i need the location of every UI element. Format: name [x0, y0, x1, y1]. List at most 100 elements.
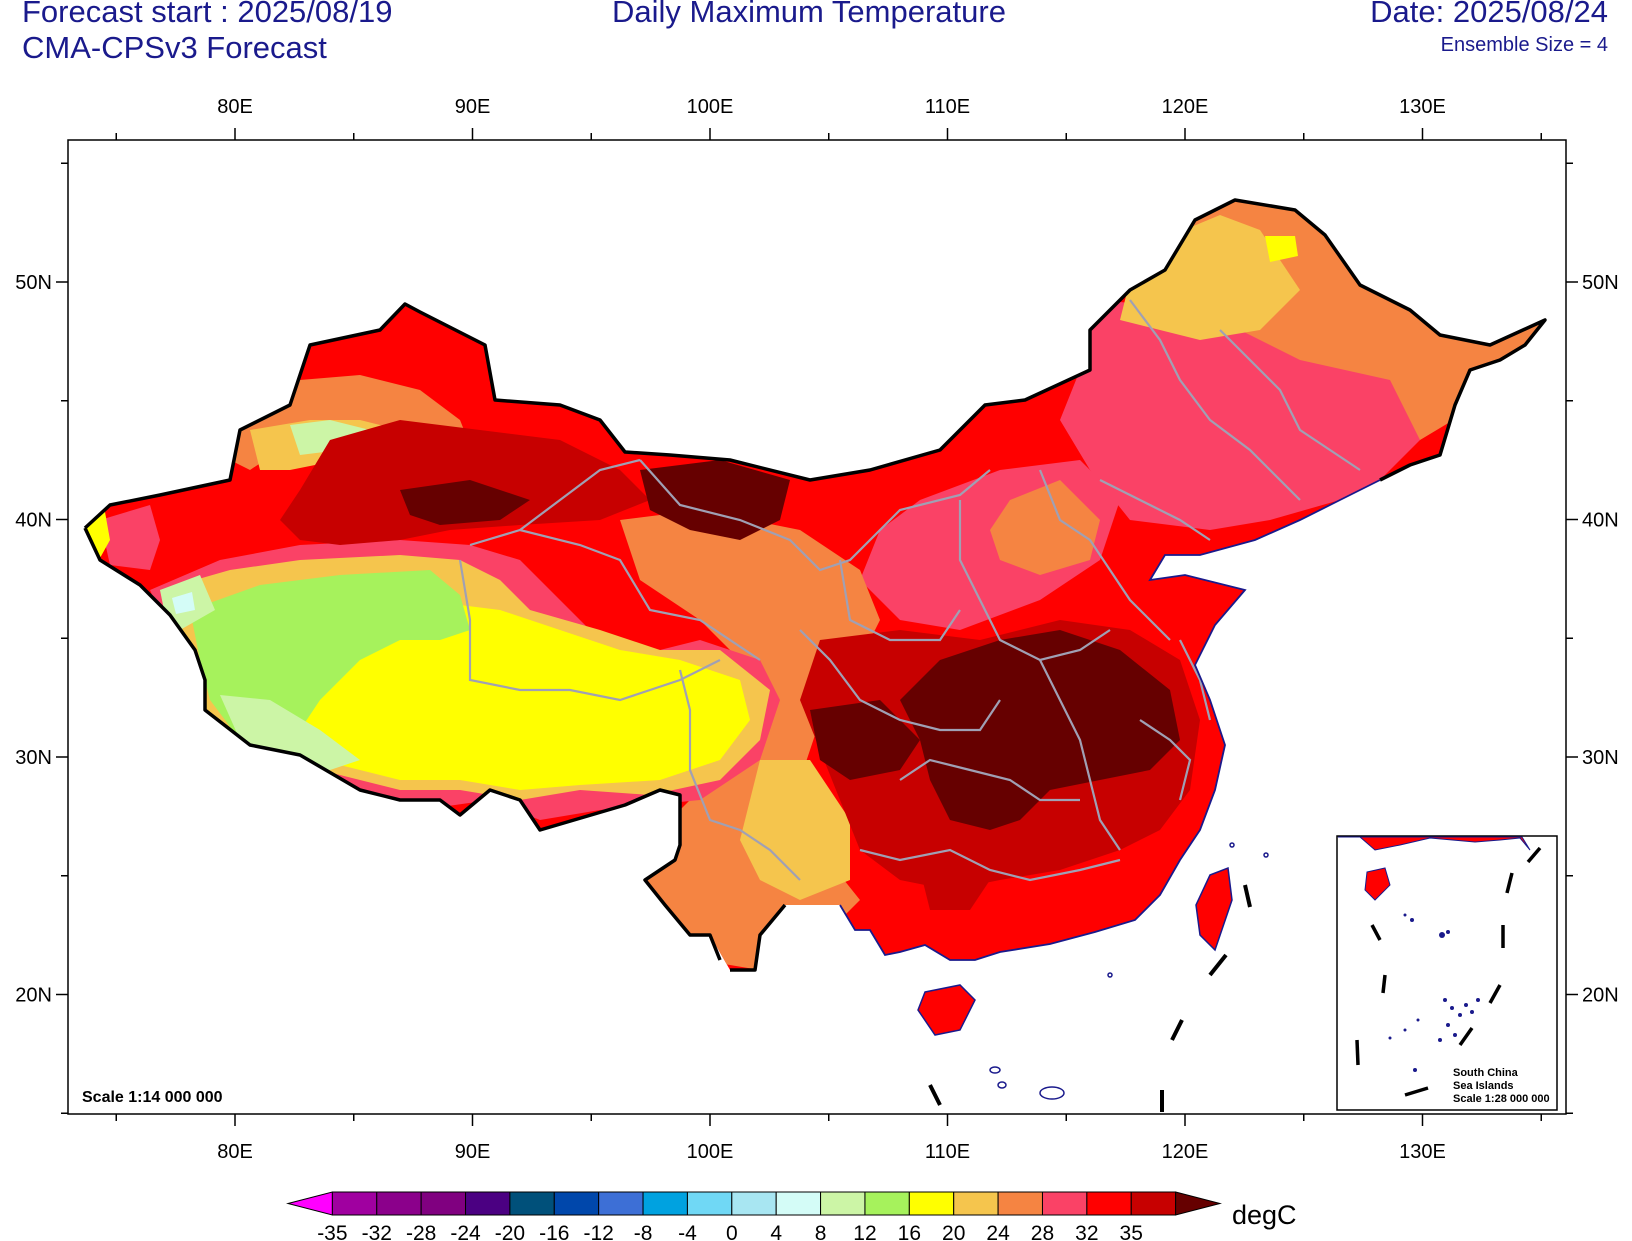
colorbar-tick-label: 28 — [1031, 1222, 1054, 1241]
colorbar-swatch — [465, 1191, 511, 1216]
colorbar-swatch — [509, 1191, 555, 1216]
colorbar-tick-label: 12 — [853, 1222, 876, 1241]
coastline — [839, 479, 1381, 961]
lon-label-top: 110E — [925, 96, 970, 118]
axis-labels: 80E 80E 90E 90E 100E 100E 110E 110E 120E 120E 130E… — [15, 96, 1618, 1163]
field-8-12-south-rim — [220, 695, 360, 770]
colorbar-tick-label: 32 — [1075, 1222, 1098, 1241]
boundary-sichuan-shaanxi — [799, 629, 1001, 732]
colorbar-tick-label: -4 — [678, 1222, 697, 1241]
colorbar-swatch — [1130, 1191, 1177, 1216]
inset-label-line3: Scale 1:28 000 000 — [1453, 1093, 1550, 1105]
small-islands — [989, 842, 1269, 1100]
taiwan-island — [1195, 866, 1233, 952]
lat-label-left: 50N — [15, 272, 52, 294]
colorbar-tick-label: 8 — [815, 1222, 827, 1241]
lat-label-right: 30N — [1582, 747, 1619, 769]
boundary-hubei-jiangxi — [1039, 659, 1121, 851]
chart-title: Daily Maximum Temperature — [612, 0, 1006, 29]
colorbar-swatch — [642, 1191, 688, 1216]
colorbar-tick-label: -16 — [539, 1222, 569, 1241]
lon-label-bottom: 120E — [1162, 1141, 1209, 1163]
national-border — [83, 198, 1547, 972]
colorbar-swatch — [598, 1191, 644, 1216]
boundary-liaoning — [1099, 479, 1211, 541]
colorbar-swatch — [553, 1191, 600, 1216]
colorbar-swatch — [775, 1191, 822, 1216]
lon-label-top: 130E — [1399, 96, 1446, 118]
colorbar-tick-label: -8 — [634, 1222, 653, 1241]
colorbar-tick-label: 24 — [986, 1222, 1010, 1241]
field-28-32-kashgar — [100, 505, 160, 570]
colorbar-swatch — [376, 1191, 422, 1216]
colorbar-swatch — [286, 1191, 333, 1216]
colorbar-tick-label: 20 — [942, 1222, 965, 1241]
lon-label-top: 80E — [217, 96, 253, 118]
colorbar-tick-label: -32 — [362, 1222, 392, 1241]
colorbar-swatch — [420, 1191, 467, 1216]
inset-map: South China Sea Islands Scale 1:28 000 0… — [1336, 835, 1558, 1111]
colorbar-tick-label: 0 — [726, 1222, 738, 1241]
colorbar-tick-label: -20 — [495, 1222, 525, 1241]
colorbar-swatch — [997, 1191, 1043, 1216]
colorbar-swatch — [908, 1191, 955, 1216]
date-label: Date: 2025/08/24 — [1370, 0, 1608, 29]
field-4-8-pamir — [172, 592, 195, 614]
lon-label-top: 120E — [1162, 96, 1209, 118]
lon-label-bottom: 80E — [217, 1141, 253, 1163]
field-28-32-northeast — [1060, 300, 1420, 530]
lat-label-right: 20N — [1582, 985, 1619, 1007]
colorbar-swatch — [864, 1191, 910, 1216]
colorbar-swatch — [331, 1191, 378, 1216]
maritime-dash-line — [928, 884, 1252, 1112]
boundary-inner-mongolia — [639, 459, 991, 572]
ensemble-label: Ensemble Size = 4 — [1440, 34, 1608, 56]
province-boundaries — [458, 299, 1361, 882]
colorbar-tick-label: -12 — [583, 1222, 613, 1241]
colorbar-swatch — [686, 1191, 733, 1216]
colorbar-tick-label: 35 — [1120, 1222, 1143, 1241]
boundary-hebei-shandong — [1038, 469, 1171, 641]
boundary-guangxi-guangdong — [859, 848, 1121, 882]
colorbar-swatch — [953, 1191, 999, 1216]
inset-label-line2: Sea Islands — [1453, 1080, 1514, 1092]
boundary-sichuan-tibet — [678, 669, 801, 881]
lon-label-bottom: 110E — [925, 1141, 970, 1163]
lat-label-left: 20N — [15, 985, 52, 1007]
lat-label-left: 40N — [15, 510, 52, 532]
field-max-gobi — [640, 460, 790, 540]
hainan-island — [917, 984, 976, 1036]
boundary-shaanxi — [838, 559, 961, 642]
axis-ticks — [56, 128, 1578, 1126]
colorbar-tick-label: -24 — [450, 1222, 481, 1241]
colorbar-swatch — [820, 1191, 866, 1216]
lon-label-bottom: 130E — [1399, 1141, 1446, 1163]
lon-label-top: 90E — [455, 96, 491, 118]
colorbar-swatch — [731, 1191, 777, 1216]
model-label: CMA-CPSv3 Forecast — [22, 30, 327, 65]
field-35-guangxi — [920, 860, 990, 910]
field-max-sichuan — [810, 700, 920, 780]
colorbar-unit: degC — [1232, 1200, 1297, 1230]
colorbar: -35 -32 -28 -24 -20 -16 -12 -8 -4 0 4 8 12 16 20 24 28 32… — [286, 1191, 1222, 1241]
colorbar-swatch — [1086, 1191, 1132, 1216]
colorbar-tick-label: -28 — [406, 1222, 436, 1241]
field-24-28-shanxi — [990, 480, 1100, 575]
colorbar-swatch — [1041, 1191, 1088, 1216]
lat-label-left: 30N — [15, 747, 52, 769]
boundary-hunan — [899, 758, 1080, 802]
forecast-start-label: Forecast start : 2025/08/19 — [22, 0, 393, 29]
map-scale-label: Scale 1:14 000 000 — [82, 1089, 223, 1106]
boundary-heilongjiang-jilin — [1219, 329, 1361, 471]
field-max-taklamakan — [400, 480, 530, 525]
field-max-yangtze — [900, 630, 1180, 830]
boundary-xinjiang-gansu — [519, 458, 641, 531]
lon-label-top: 100E — [687, 96, 734, 118]
colorbar-tick-label: 16 — [898, 1222, 921, 1241]
field-16-20-mohe — [1265, 236, 1298, 262]
lat-label-right: 40N — [1582, 510, 1619, 532]
boundary-zhejiang-fujian — [1139, 719, 1192, 801]
boundary-qinghai-tibet — [458, 559, 721, 702]
field-20-24-yunnan — [740, 760, 850, 900]
